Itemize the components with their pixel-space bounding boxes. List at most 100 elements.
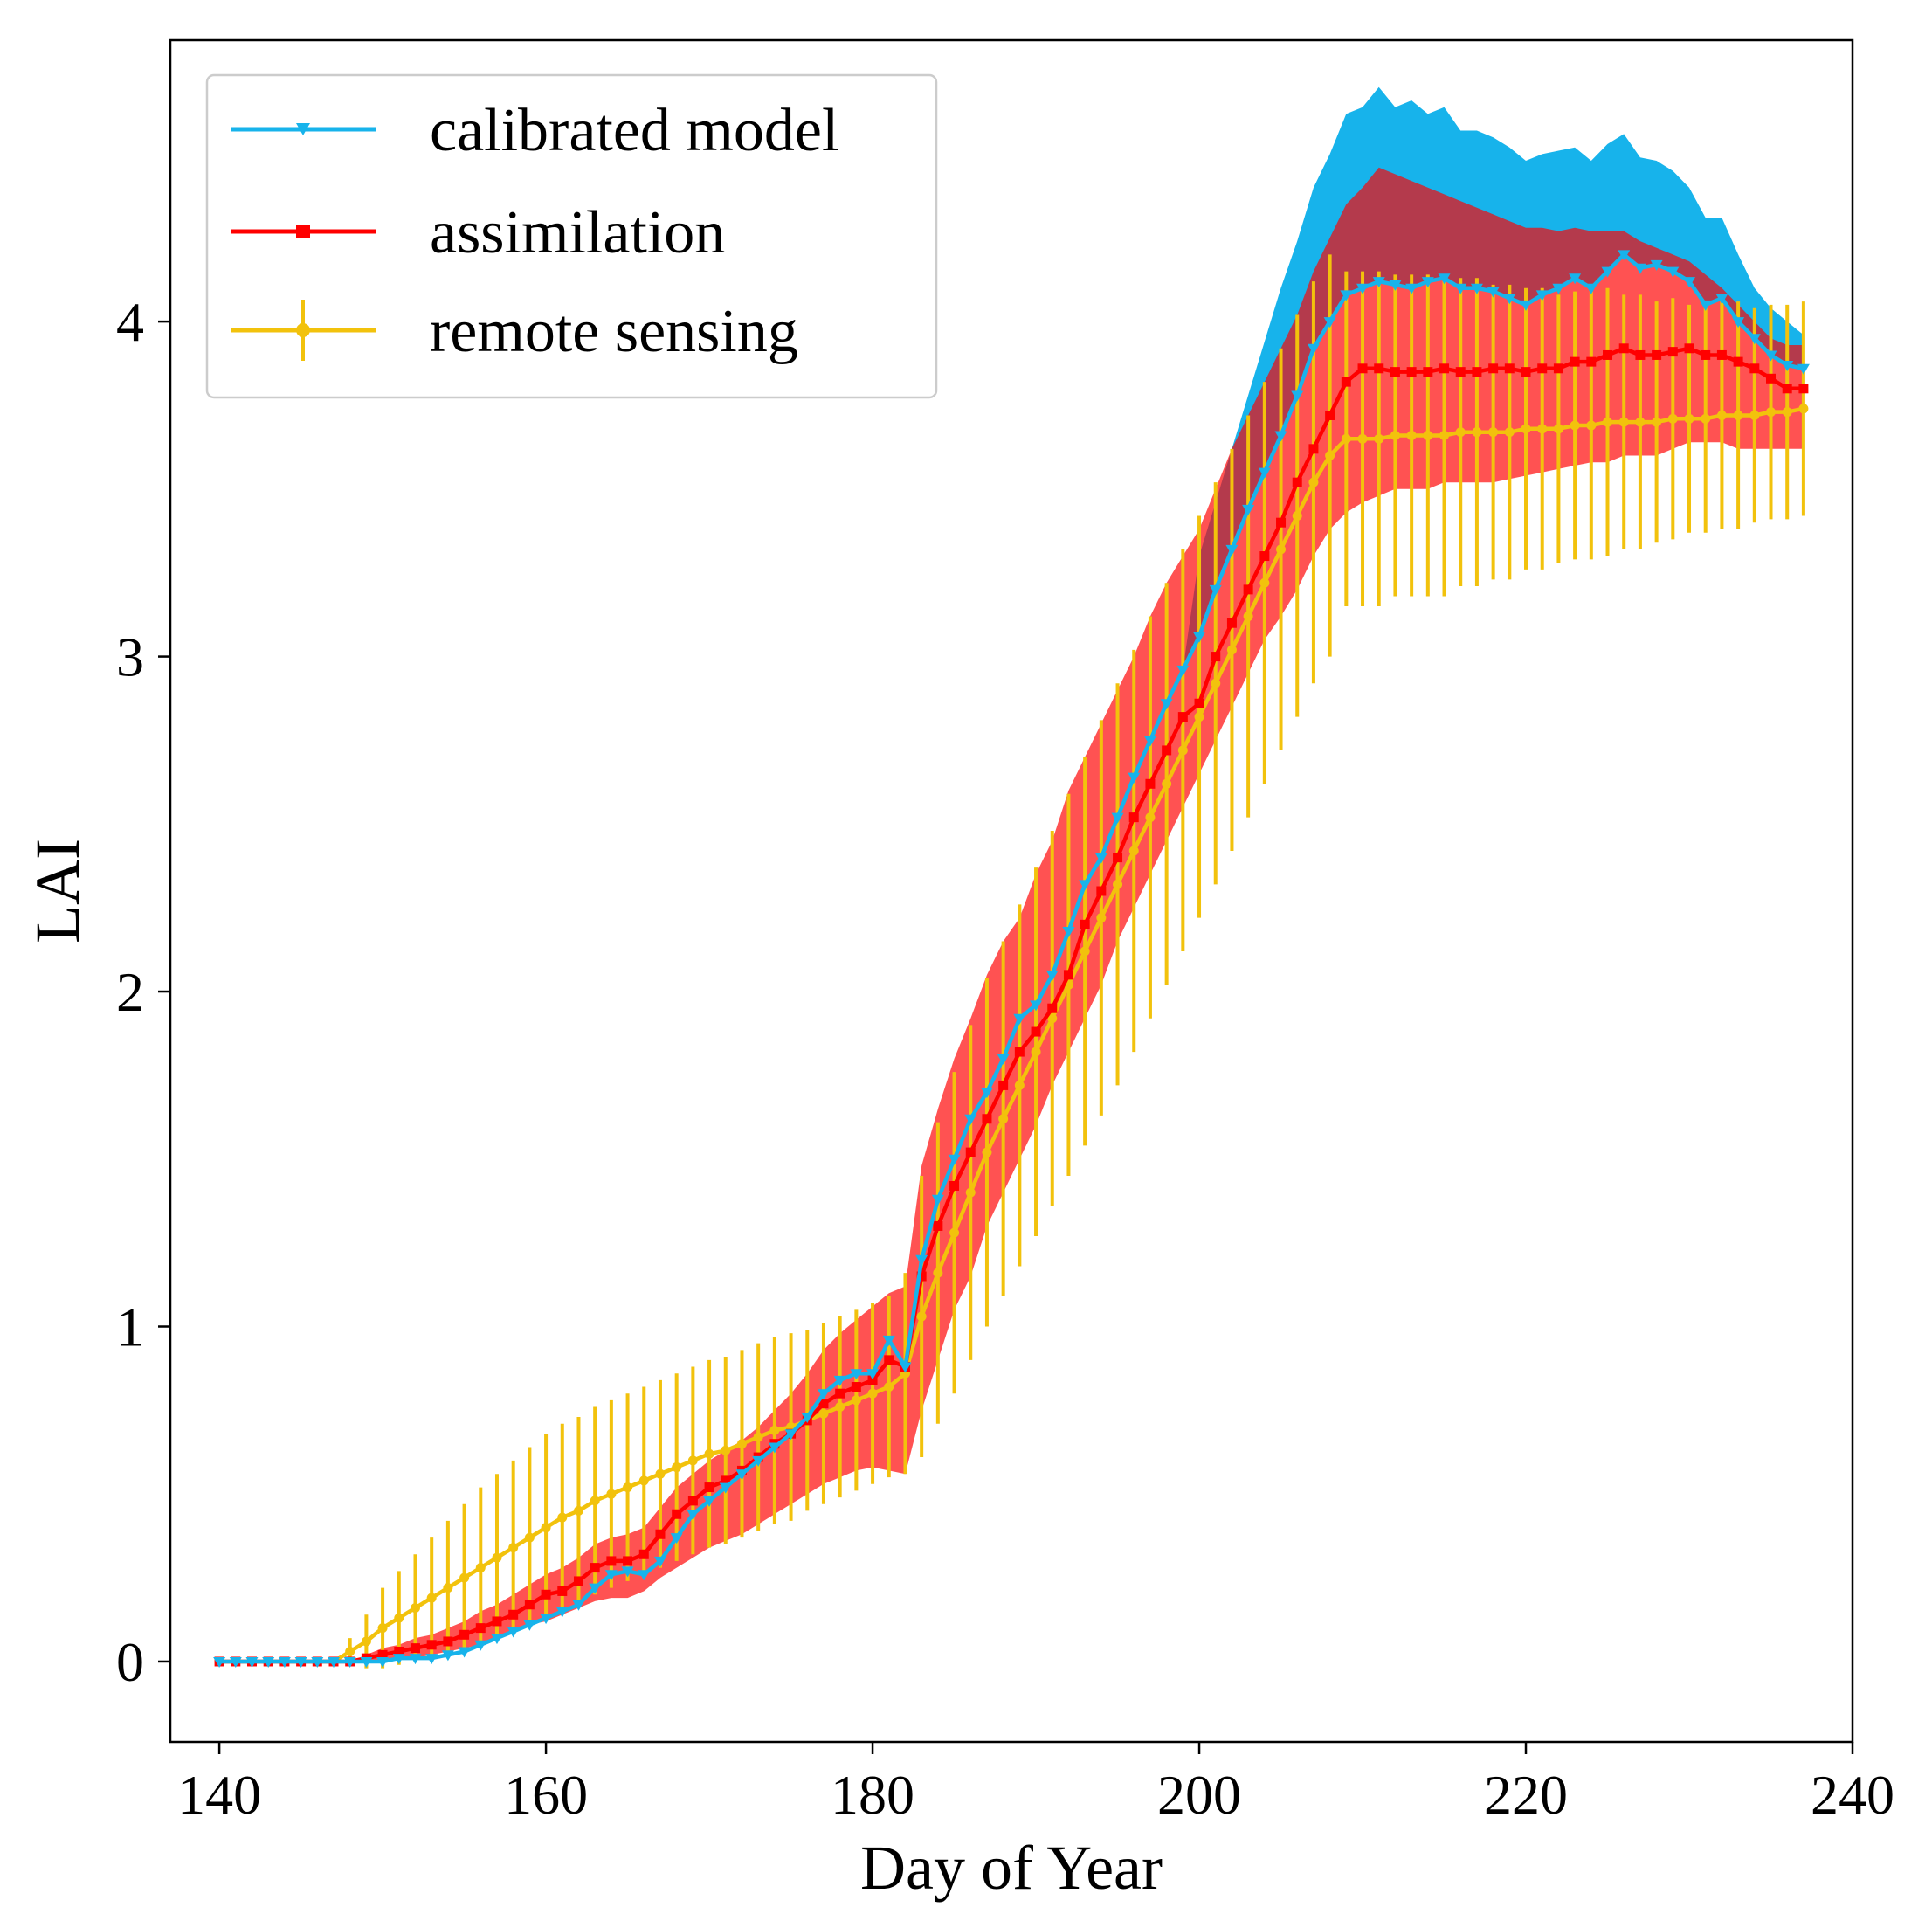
- remote-sensing-point: [394, 1613, 404, 1623]
- assimilation-point: [982, 1114, 992, 1124]
- assimilation-point: [1325, 410, 1335, 420]
- legend-label-assimilation: assimilation: [430, 199, 725, 266]
- calibrated-model-point: [523, 1620, 536, 1631]
- legend-marker-remote-sensing: [296, 323, 310, 337]
- calibrated-model-point: [311, 1656, 324, 1668]
- remote-sensing-point: [573, 1505, 583, 1516]
- assimilation-point: [1782, 384, 1792, 394]
- calibrated-model-point: [1160, 699, 1173, 710]
- remote-sensing-point: [524, 1532, 535, 1543]
- calibrated-model-point: [1503, 294, 1516, 305]
- calibrated-model-point: [604, 1570, 618, 1581]
- remote-sensing-point: [672, 1462, 682, 1473]
- assimilation-point: [1341, 377, 1351, 387]
- assimilation-point: [394, 1646, 404, 1656]
- assimilation-point: [1667, 347, 1678, 357]
- assimilation-point: [1716, 349, 1727, 360]
- calibrated-model-point: [1389, 280, 1402, 291]
- calibrated-model-point: [1079, 880, 1092, 891]
- remote-sensing-point: [590, 1496, 600, 1506]
- remote-sensing-point: [1635, 417, 1646, 427]
- assimilation-point: [1504, 363, 1515, 374]
- remote-sensing-point: [1667, 413, 1678, 424]
- x-axis-label: Day of Year: [860, 1833, 1163, 1903]
- calibrated-model-point: [1176, 665, 1190, 676]
- remote-sensing-point: [1292, 511, 1302, 522]
- assimilation-point: [623, 1556, 633, 1566]
- remote-sensing-point: [1798, 404, 1809, 414]
- remote-sensing-point: [1586, 420, 1597, 431]
- calibrated-model-point: [540, 1614, 553, 1625]
- remote-sensing-point: [541, 1523, 551, 1533]
- remote-sensing-point: [851, 1395, 861, 1406]
- calibrated-model-point: [801, 1413, 814, 1424]
- assimilation-point: [916, 1271, 927, 1282]
- remote-sensing-point: [557, 1512, 568, 1523]
- calibrated-model-point: [555, 1607, 569, 1618]
- assimilation-point: [1031, 1026, 1041, 1037]
- calibrated-model-point: [703, 1496, 716, 1507]
- assimilation-point: [1603, 349, 1613, 360]
- calibrated-model-point: [1274, 431, 1287, 442]
- assimilation-point: [590, 1563, 600, 1573]
- remote-sensing-point: [1603, 417, 1613, 427]
- legend-marker-assimilation: [296, 225, 310, 238]
- remote-sensing-point: [736, 1439, 747, 1449]
- assimilation-point: [1406, 367, 1417, 377]
- assimilation-point: [1014, 1047, 1025, 1057]
- remote-sensing-point: [1308, 477, 1319, 487]
- assimilation-point: [1455, 367, 1466, 377]
- remote-sensing-point: [1406, 430, 1417, 440]
- calibrated-model-point: [1552, 283, 1565, 294]
- legend-label-remote-sensing: remote sensing: [430, 298, 798, 365]
- calibrated-model-point: [425, 1654, 438, 1665]
- assimilation-point: [704, 1482, 714, 1493]
- remote-sensing-point: [982, 1147, 992, 1157]
- remote-sensing-point: [1259, 577, 1270, 588]
- calibrated-model-point: [1045, 970, 1059, 981]
- calibrated-model-point: [866, 1369, 880, 1380]
- calibrated-model-point: [931, 1194, 944, 1206]
- remote-sensing-point: [949, 1227, 960, 1238]
- calibrated-model-point: [899, 1362, 912, 1373]
- assimilation-point: [1113, 853, 1123, 863]
- assimilation-point: [1537, 363, 1548, 374]
- calibrated-model-point: [392, 1654, 405, 1665]
- calibrated-model-point: [213, 1656, 226, 1668]
- calibrated-model-point: [360, 1656, 373, 1668]
- calibrated-model-point: [1699, 300, 1712, 311]
- assimilation-point: [410, 1643, 420, 1654]
- remote-sensing-point: [769, 1425, 780, 1435]
- calibrated-model-point: [833, 1375, 846, 1386]
- calibrated-model-point: [1732, 317, 1745, 328]
- legend-marker-calibrated-model: [296, 123, 310, 135]
- assimilation-point: [1177, 712, 1188, 722]
- remote-sensing-point: [606, 1489, 617, 1499]
- remote-sensing-point: [623, 1482, 633, 1493]
- remote-sensing-point: [1733, 410, 1743, 420]
- remote-sensing-point: [1080, 946, 1090, 957]
- calibrated-model-point: [850, 1369, 863, 1380]
- assimilation-point: [573, 1576, 583, 1586]
- x-tick-label: 200: [1157, 1764, 1241, 1826]
- remote-sensing-point: [933, 1268, 943, 1278]
- remote-sensing-point: [867, 1388, 878, 1399]
- calibrated-model-point: [1781, 360, 1794, 371]
- remote-sensing-point: [1701, 413, 1711, 424]
- calibrated-model-point: [1748, 334, 1761, 345]
- remote-sensing-point: [1211, 678, 1221, 688]
- calibrated-model-point: [343, 1656, 356, 1668]
- assimilation-point: [949, 1180, 960, 1191]
- assimilation-point: [1749, 363, 1760, 374]
- remote-sensing-point: [345, 1646, 355, 1656]
- x-tick-label: 240: [1811, 1764, 1894, 1826]
- calibrated-model-point: [1307, 343, 1320, 355]
- x-tick-label: 160: [504, 1764, 588, 1826]
- calibrated-model-point: [964, 1114, 977, 1125]
- assimilation-point: [1259, 551, 1270, 562]
- y-tick-label: 2: [116, 961, 144, 1023]
- assimilation-point: [1128, 812, 1139, 823]
- remote-sensing-point: [426, 1593, 437, 1603]
- remote-sensing-point: [1145, 812, 1156, 823]
